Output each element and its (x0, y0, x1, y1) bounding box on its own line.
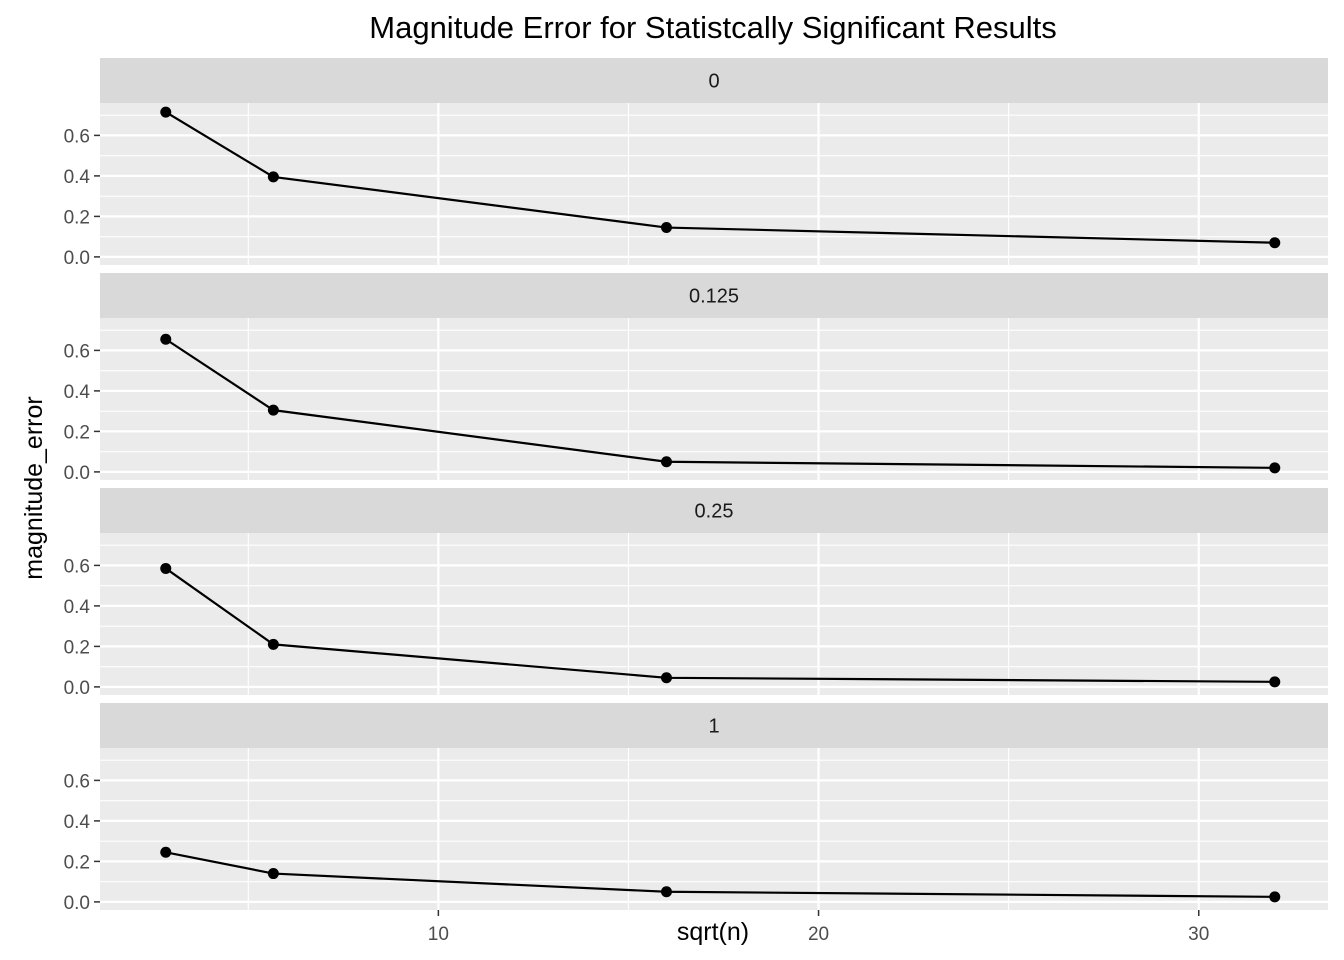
x-tick-label: 20 (808, 924, 829, 945)
facet-panel: 1 0.0 0.2 0.4 0.6 (64, 703, 1328, 914)
data-point (267, 171, 279, 183)
y-tick-label: 0.2 (64, 207, 90, 228)
facet-strip-label: 0 (708, 71, 719, 93)
data-point (1269, 676, 1281, 688)
y-tick-label: 0.6 (64, 126, 90, 147)
y-tick-label: 0.2 (64, 637, 90, 658)
data-point (1269, 237, 1281, 249)
y-tick-label: 0.0 (64, 893, 90, 914)
facet-panel: 0.125 0.0 0.2 0.4 0.6 (64, 273, 1328, 484)
y-tick-label: 0.6 (64, 771, 90, 792)
y-tick-label: 0.0 (64, 248, 90, 269)
panel-background (100, 533, 1328, 695)
data-point (660, 672, 672, 684)
facet-panels: 00.00.20.40.60.1250.00.20.40.60.250.00.2… (64, 58, 1328, 914)
data-point (267, 868, 279, 880)
series-line (165, 567, 1275, 683)
series-line (165, 338, 1275, 469)
y-tick-label: 0.2 (64, 852, 90, 873)
facet-panel: 0 0.0 0.2 0.4 0.6 (64, 58, 1328, 269)
y-tick-label: 0.4 (64, 597, 91, 618)
facet-strip (100, 58, 1328, 103)
y-tick-label: 0.4 (64, 167, 91, 188)
data-point (660, 456, 672, 468)
panel-background (100, 103, 1328, 265)
y-tick-label: 0.4 (64, 382, 91, 403)
y-tick-label: 0.6 (64, 556, 90, 577)
x-tick-label: 10 (428, 924, 449, 945)
data-point (1269, 891, 1281, 903)
y-tick-label: 0.0 (64, 463, 90, 484)
x-tick-label: 30 (1188, 924, 1209, 945)
series-line (165, 851, 1275, 898)
data-point (160, 333, 172, 345)
chart-title: Magnitude Error for Statistcally Signifi… (369, 10, 1056, 45)
y-tick-label: 0.6 (64, 341, 90, 362)
facet-strip (100, 273, 1328, 318)
facet-panel: 0.25 0.0 0.2 0.4 0.6 (64, 488, 1328, 699)
y-axis-title: magnitude_error (20, 396, 48, 579)
data-point (267, 404, 279, 416)
facet-strip-label: 0.125 (689, 286, 739, 308)
facet-strip-label: 0.25 (695, 501, 734, 523)
x-axis: 10 20 30 (428, 910, 1209, 945)
facet-strip (100, 703, 1328, 748)
data-point (160, 562, 172, 574)
y-tick-label: 0.2 (64, 422, 90, 443)
data-point (160, 846, 172, 858)
panel-background (100, 318, 1328, 480)
y-tick-label: 0.0 (64, 678, 90, 699)
data-point (1269, 462, 1281, 474)
y-tick-label: 0.4 (64, 812, 91, 833)
series-line (165, 111, 1275, 244)
data-point (660, 222, 672, 234)
x-axis-title: sqrt(n) (677, 918, 749, 946)
data-point (267, 638, 279, 650)
panel-background (100, 748, 1328, 910)
facet-strip (100, 488, 1328, 533)
data-point (160, 106, 172, 118)
facet-strip-label: 1 (708, 716, 719, 738)
data-point (660, 886, 672, 898)
